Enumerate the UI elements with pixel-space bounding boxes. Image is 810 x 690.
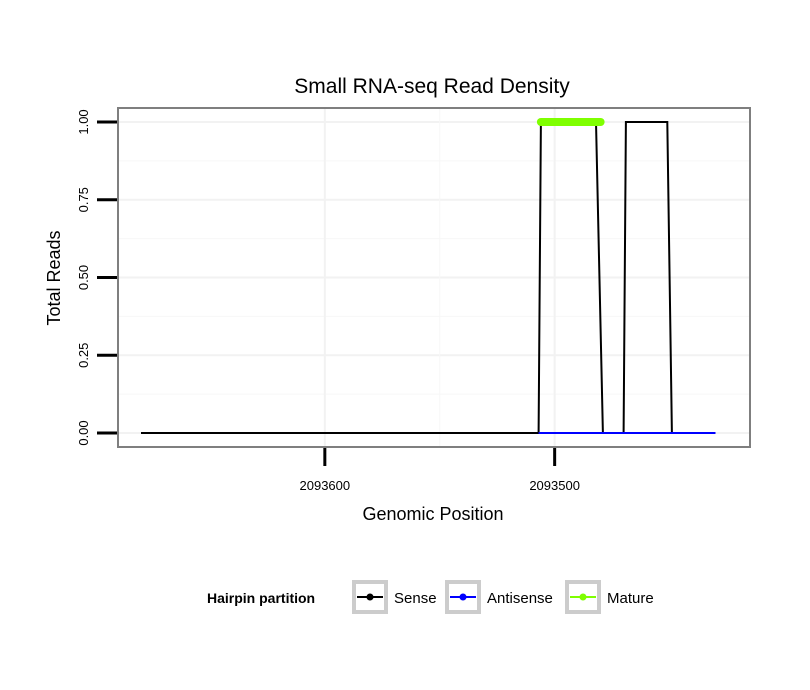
chart-title: Small RNA-seq Read Density bbox=[294, 75, 570, 98]
y-tick-label: 0.00 bbox=[76, 420, 91, 445]
legend-title: Hairpin partition bbox=[207, 590, 315, 606]
x-axis: 2093600 2093500 bbox=[300, 448, 580, 493]
x-axis-title: Genomic Position bbox=[362, 504, 503, 524]
legend-label-mature: Mature bbox=[607, 590, 654, 607]
legend-label-antisense: Antisense bbox=[487, 590, 553, 607]
y-axis: 0.00 0.25 0.50 0.75 1.00 bbox=[76, 109, 117, 446]
legend-key-dot bbox=[579, 593, 587, 601]
x-tick-label: 2093600 bbox=[300, 478, 351, 493]
legend-label-sense: Sense bbox=[394, 590, 437, 607]
y-tick-label: 0.50 bbox=[76, 265, 91, 290]
x-tick-label: 2093500 bbox=[529, 478, 580, 493]
y-tick-label: 1.00 bbox=[76, 109, 91, 134]
plot-frame bbox=[117, 107, 751, 448]
grid bbox=[118, 108, 750, 447]
series-lines bbox=[141, 118, 716, 434]
legend: Hairpin partition Sense Antisense Mature bbox=[207, 580, 654, 614]
y-tick-label: 0.25 bbox=[76, 343, 91, 368]
y-axis-title: Total Reads bbox=[44, 230, 64, 325]
legend-key-dot bbox=[366, 593, 374, 601]
y-tick-label: 0.75 bbox=[76, 187, 91, 212]
legend-key-dot bbox=[459, 593, 467, 601]
